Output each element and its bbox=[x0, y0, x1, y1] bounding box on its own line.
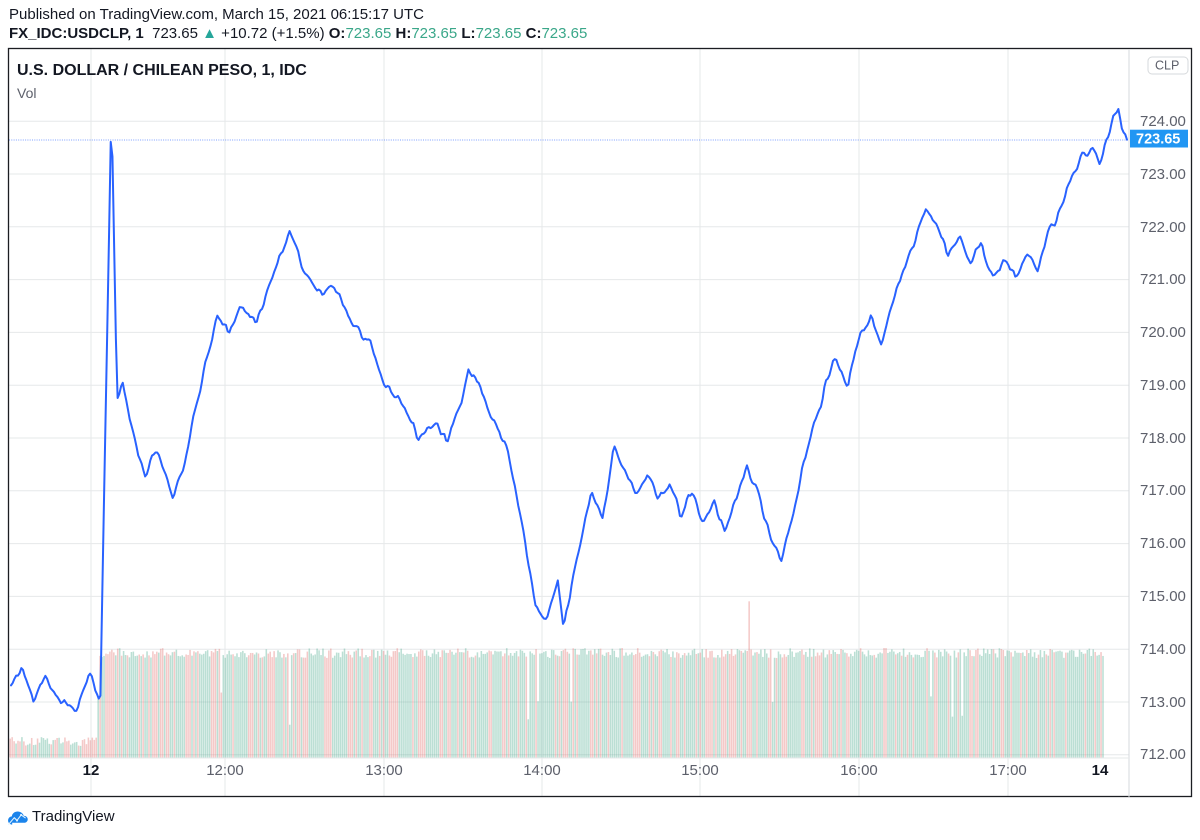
svg-text:15:00: 15:00 bbox=[681, 762, 719, 779]
svg-text:713.00: 713.00 bbox=[1140, 694, 1186, 711]
svg-text:CLP: CLP bbox=[1155, 59, 1179, 73]
svg-text:723.65: 723.65 bbox=[1136, 132, 1180, 148]
svg-text:716.00: 716.00 bbox=[1140, 535, 1186, 552]
svg-text:14:00: 14:00 bbox=[523, 762, 561, 779]
svg-text:719.00: 719.00 bbox=[1140, 377, 1186, 394]
svg-text:16:00: 16:00 bbox=[840, 762, 878, 779]
svg-text:715.00: 715.00 bbox=[1140, 588, 1186, 605]
svg-text:12:00: 12:00 bbox=[206, 762, 244, 779]
svg-text:724.00: 724.00 bbox=[1140, 113, 1186, 130]
svg-text:14: 14 bbox=[1092, 762, 1109, 779]
svg-text:720.00: 720.00 bbox=[1140, 324, 1186, 341]
svg-text:718.00: 718.00 bbox=[1140, 430, 1186, 447]
svg-text:723.00: 723.00 bbox=[1140, 166, 1186, 183]
svg-text:12: 12 bbox=[83, 762, 100, 779]
svg-text:714.00: 714.00 bbox=[1140, 641, 1186, 658]
svg-text:17:00: 17:00 bbox=[989, 762, 1027, 779]
svg-text:13:00: 13:00 bbox=[365, 762, 403, 779]
svg-text:721.00: 721.00 bbox=[1140, 271, 1186, 288]
svg-text:722.00: 722.00 bbox=[1140, 219, 1186, 236]
svg-text:717.00: 717.00 bbox=[1140, 482, 1186, 499]
svg-text:712.00: 712.00 bbox=[1140, 746, 1186, 763]
